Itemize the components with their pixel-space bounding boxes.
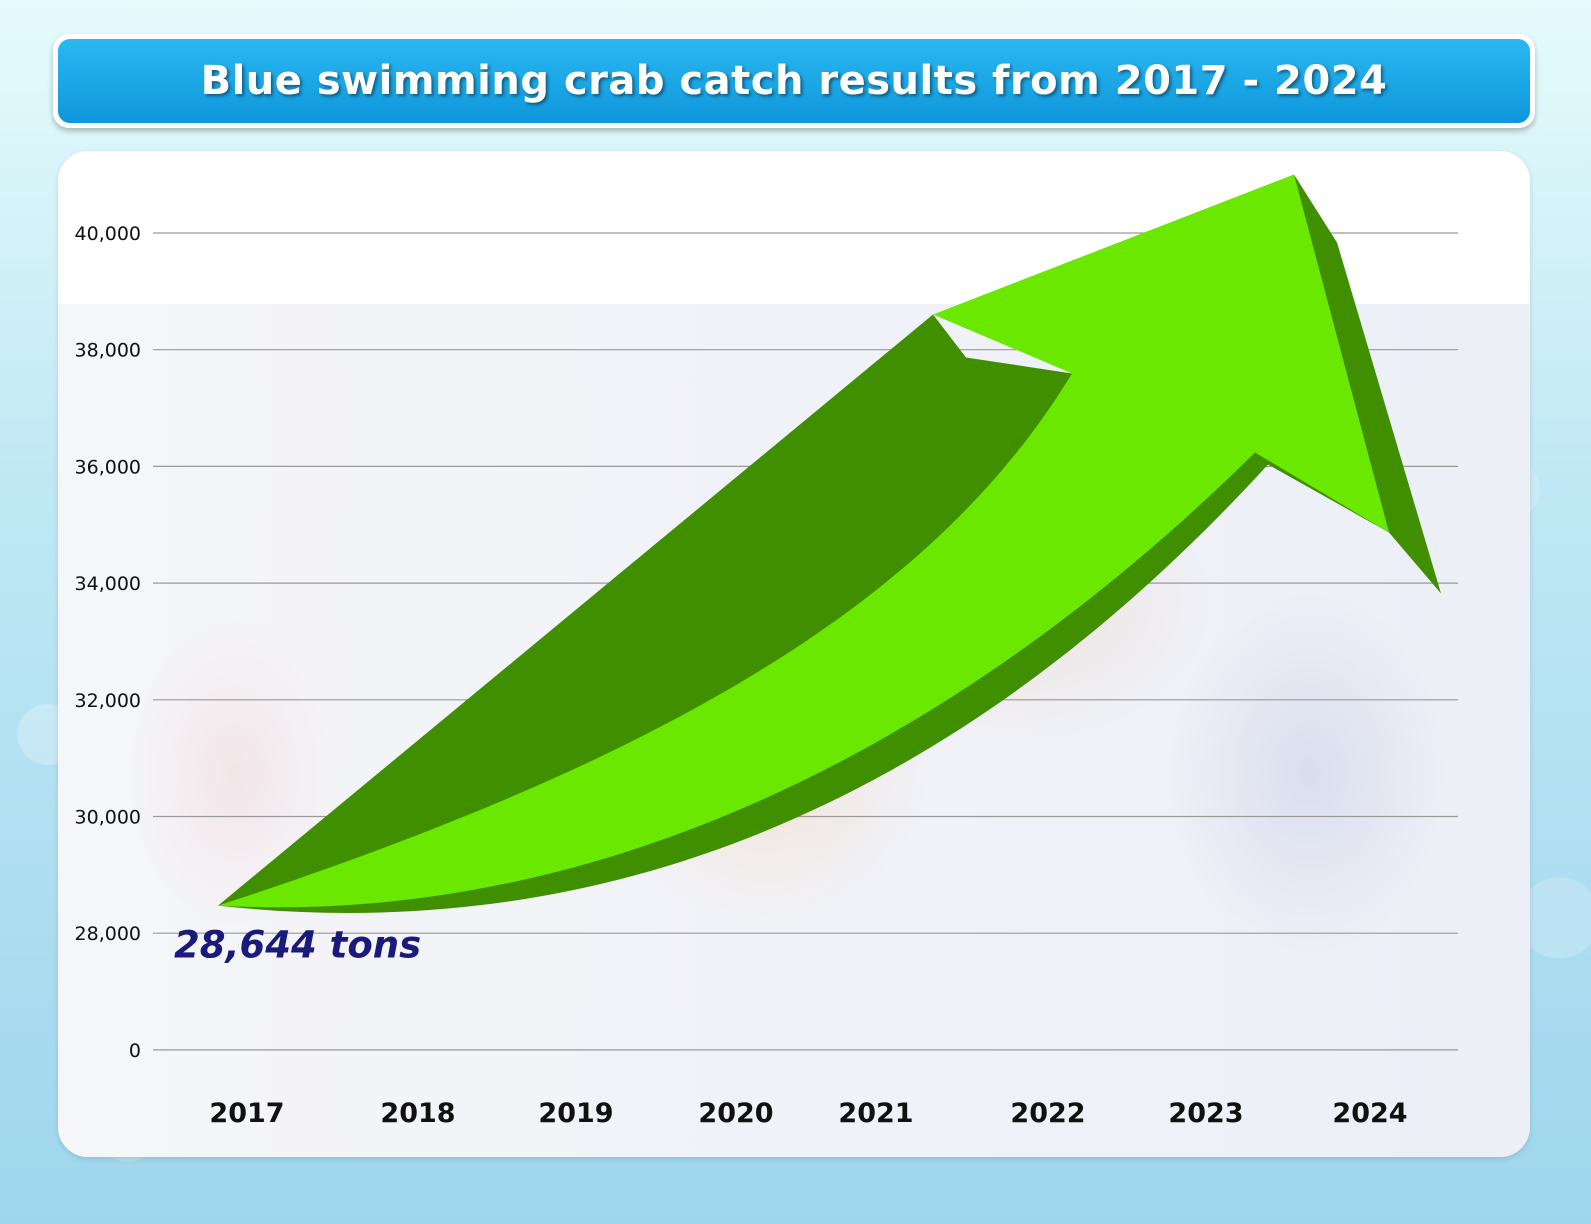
- chart-plot: 0 28,000 30,000 32,000 34,000 36,000 38,000 40,…: [75, 151, 1458, 1129]
- y-tick-label: 28,000: [75, 923, 141, 945]
- x-category-label: 2020: [698, 1098, 773, 1129]
- x-category-label: 2017: [209, 1098, 284, 1129]
- title-banner-fill: Blue swimming crab catch results from 20…: [58, 39, 1530, 123]
- y-tick-label: 40,000: [75, 223, 141, 245]
- x-axis-categories: 2017 2018 2019 2020 2021 2022 2023 2024: [209, 1098, 1407, 1129]
- x-category-label: 2024: [1332, 1098, 1407, 1129]
- chart-card: 0 28,000 30,000 32,000 34,000 36,000 38,000 40,…: [58, 151, 1530, 1157]
- x-category-label: 2022: [1010, 1098, 1085, 1129]
- growth-arrow: [218, 174, 1441, 913]
- x-category-label: 2018: [380, 1098, 455, 1129]
- x-category-label: 2019: [538, 1098, 613, 1129]
- y-tick-label: 32,000: [75, 690, 141, 712]
- x-category-label: 2023: [1168, 1098, 1243, 1129]
- title-banner: Blue swimming crab catch results from 20…: [53, 34, 1535, 128]
- annotation-end-value: 41,209 tons: [1197, 151, 1445, 153]
- arrow-body: [218, 174, 1389, 908]
- annotation-start-value: 28,644 tons: [174, 924, 421, 967]
- y-tick-label: 34,000: [75, 573, 141, 595]
- y-tick-label: 30,000: [75, 807, 141, 829]
- annotations: 28,644 tons 41,209 tons: [174, 151, 1445, 967]
- y-tick-label: 0: [129, 1040, 141, 1062]
- x-category-label: 2021: [838, 1098, 913, 1129]
- y-tick-label: 36,000: [75, 456, 141, 478]
- y-tick-label: 38,000: [75, 340, 141, 362]
- chart-title: Blue swimming crab catch results from 20…: [200, 58, 1388, 104]
- y-axis-ticks: 0 28,000 30,000 32,000 34,000 36,000 38,000 40,…: [75, 223, 141, 1062]
